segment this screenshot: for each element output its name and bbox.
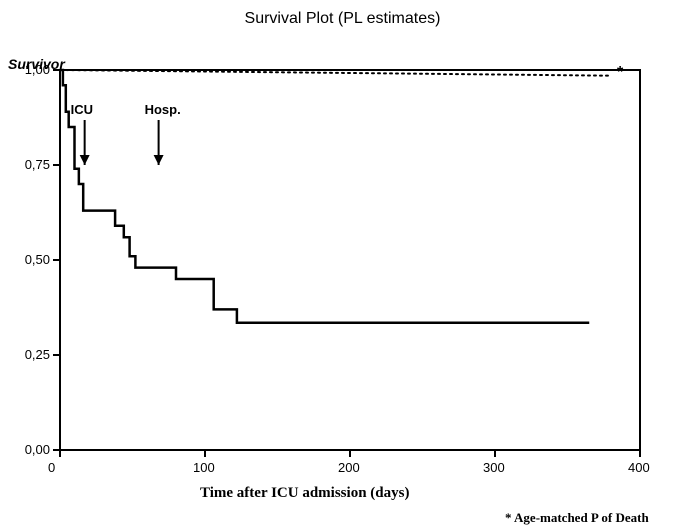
x-tick-label: 400 xyxy=(628,460,650,475)
x-tick-label: 0 xyxy=(48,460,55,475)
plot-svg xyxy=(0,0,685,532)
annotation-label: ICU xyxy=(71,102,93,117)
x-tick-label: 200 xyxy=(338,460,360,475)
y-tick-label: 0,75 xyxy=(25,157,50,172)
y-tick-label: 0,25 xyxy=(25,347,50,362)
y-tick-label: 0,00 xyxy=(25,442,50,457)
x-axis-label: Time after ICU admission (days) xyxy=(200,485,409,502)
x-tick-label: 300 xyxy=(483,460,505,475)
reference-marker: * xyxy=(617,64,623,82)
y-tick-label: 0,50 xyxy=(25,252,50,267)
annotation-label: Hosp. xyxy=(145,102,181,117)
x-tick-label: 100 xyxy=(193,460,215,475)
chart-container: { "chart": { "type": "step-line", "title… xyxy=(0,0,685,532)
y-tick-label: 1,00 xyxy=(25,62,50,77)
footnote: * Age-matched P of Death xyxy=(505,510,649,526)
